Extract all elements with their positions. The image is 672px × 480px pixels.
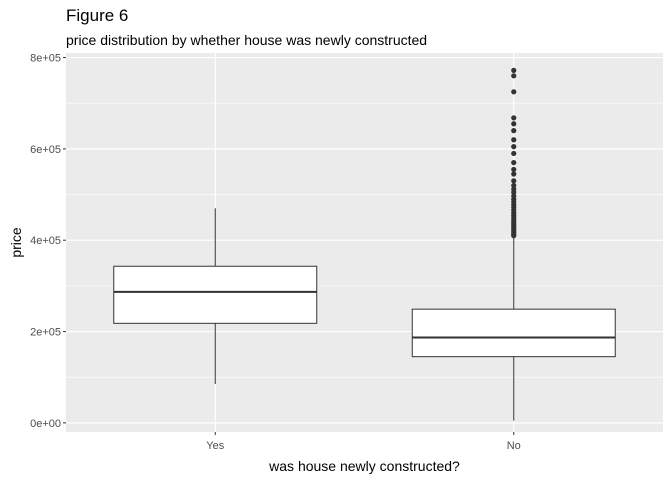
x-axis: Yes No — [206, 432, 521, 452]
chart-subtitle: price distribution by whether house was … — [66, 32, 428, 48]
outlier-point — [511, 73, 517, 79]
y-tick-label: 0e+00 — [30, 418, 61, 430]
box-iqr — [113, 265, 318, 324]
outlier-point — [511, 166, 517, 173]
y-axis: 0e+00 2e+05 4e+05 6e+05 8e+05 — [30, 53, 66, 430]
y-axis-title: price — [8, 227, 24, 258]
box-yes — [113, 208, 318, 385]
y-tick-label: 8e+05 — [30, 53, 61, 65]
outlier-point — [511, 171, 517, 177]
x-tick-label: Yes — [206, 440, 224, 452]
outlier-point — [511, 128, 517, 134]
outlier-point — [511, 144, 517, 150]
outlier-point — [511, 137, 517, 143]
outlier-point — [511, 186, 517, 192]
y-tick-label: 4e+05 — [30, 235, 61, 247]
outlier-point — [511, 193, 517, 199]
box-group — [113, 67, 616, 421]
outlier-point — [511, 182, 517, 189]
box-iqr — [411, 308, 616, 358]
outlier-point — [511, 178, 517, 184]
y-tick-label: 6e+05 — [30, 144, 61, 156]
outlier-point — [511, 150, 517, 157]
outlier-point — [511, 89, 517, 95]
chart-title: Figure 6 — [66, 6, 129, 25]
box-no — [411, 67, 616, 421]
plot-panel — [66, 53, 663, 432]
outlier-point — [511, 159, 517, 166]
x-axis-title: was house newly constructed? — [268, 458, 460, 474]
outlier-point — [511, 67, 517, 73]
outlier-point — [511, 115, 517, 121]
outlier-point — [511, 121, 517, 127]
x-tick-label: No — [507, 440, 521, 452]
y-tick-label: 2e+05 — [30, 327, 61, 339]
